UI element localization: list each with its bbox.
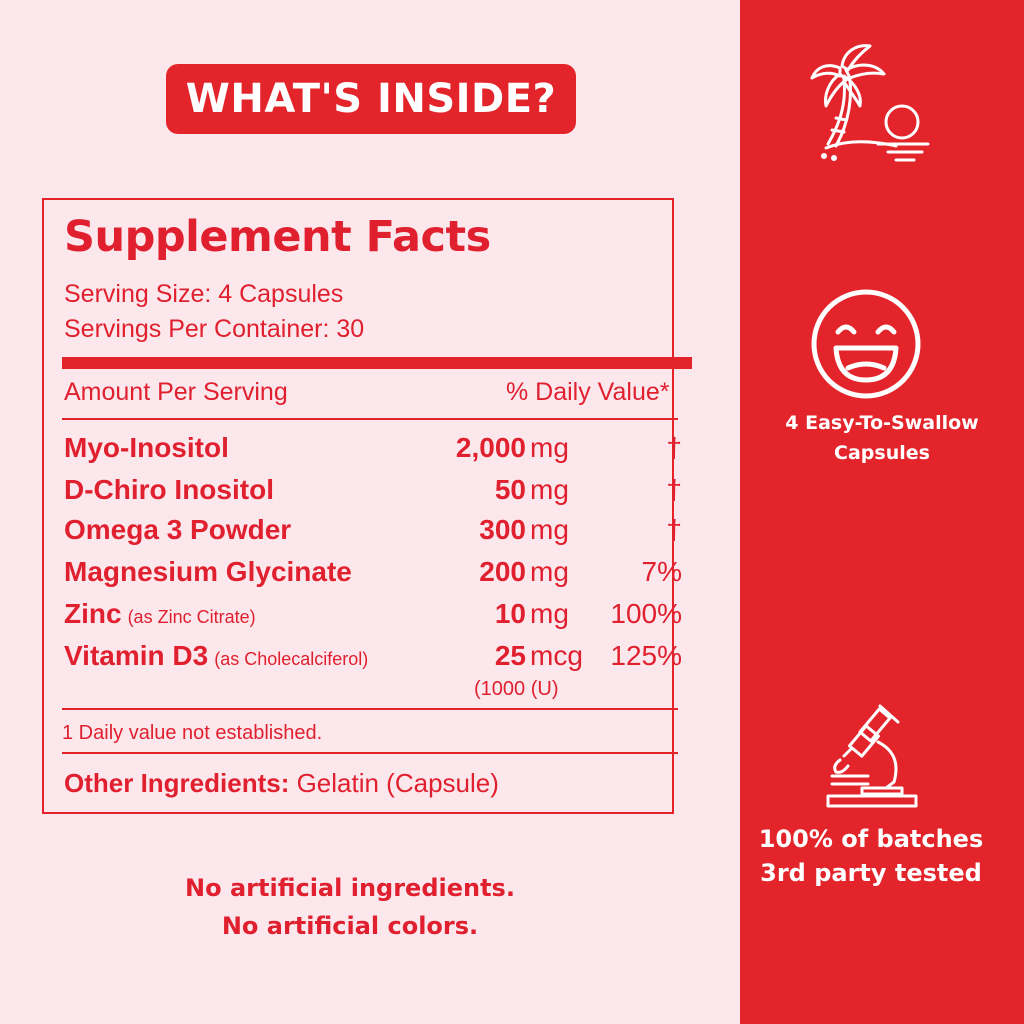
servings-per-container: Servings Per Container: 30 bbox=[64, 315, 365, 343]
ingredient-name-text: D-Chiro Inositol bbox=[64, 474, 274, 505]
ingredient-name-text: Omega 3 Powder bbox=[64, 514, 292, 545]
claim-no-artificial-colors: No artificial colors. bbox=[221, 912, 479, 940]
footnote-divider bbox=[62, 752, 678, 754]
palm-tree-sunset-icon bbox=[810, 44, 930, 162]
ingredient-unit: mg bbox=[530, 556, 569, 587]
ingredient-daily-value: 100% bbox=[610, 598, 682, 629]
ingredient-unit: mg bbox=[530, 598, 569, 629]
ingredient-unit: mg bbox=[530, 432, 569, 463]
table-bottom-divider bbox=[62, 708, 678, 710]
ingredient-name-text: Vitamin D3 bbox=[64, 640, 209, 671]
feature-easy-swallow: 4 Easy-To-Swallow Capsules bbox=[740, 408, 1024, 468]
amount-per-serving-header: Amount Per Serving bbox=[64, 378, 288, 406]
ingredient-row: Zinc (as Zinc Citrate) 10 mg 100% bbox=[64, 598, 684, 638]
feature-easy-swallow-line2: Capsules bbox=[834, 442, 930, 464]
ingredient-source: (as Cholecalciferol) bbox=[214, 649, 369, 669]
feature-third-party-tested: 100% of batches 3rd party tested bbox=[740, 822, 1002, 890]
ingredient-unit: mg bbox=[530, 514, 569, 545]
ingredient-row: D-Chiro Inositol 50 mg † bbox=[64, 474, 684, 514]
feature-easy-swallow-line1: 4 Easy-To-Swallow bbox=[785, 412, 979, 434]
feature-tested-line2: 3rd party tested bbox=[760, 859, 982, 887]
ingredient-name: Zinc (as Zinc Citrate) bbox=[64, 598, 256, 630]
ingredient-name: Myo-Inositol bbox=[64, 432, 229, 464]
ingredient-row: Magnesium Glycinate 200 mg 7% bbox=[64, 556, 684, 596]
ingredient-name: D-Chiro Inositol bbox=[64, 474, 274, 506]
ingredient-daily-value: † bbox=[666, 474, 682, 505]
ingredient-row: Myo-Inositol 2,000 mg † bbox=[64, 432, 684, 472]
supplement-facts-panel bbox=[42, 198, 674, 814]
whats-inside-heading: WHAT'S INSIDE? bbox=[185, 76, 557, 122]
right-panel bbox=[740, 0, 1024, 1024]
ingredient-amount: 300 bbox=[479, 514, 526, 545]
ingredient-source: (as Zinc Citrate) bbox=[127, 607, 256, 627]
ingredient-amount: 50 bbox=[494, 474, 526, 505]
ingredient-row: Omega 3 Powder 300 mg † bbox=[64, 514, 684, 554]
ingredient-iu-note: (1000 (U) bbox=[474, 678, 559, 700]
ingredient-daily-value: † bbox=[666, 514, 682, 545]
claim-no-artificial-ingredients: No artificial ingredients. bbox=[185, 874, 515, 902]
serving-size: Serving Size: 4 Capsules bbox=[64, 280, 344, 308]
ingredient-daily-value: † bbox=[666, 432, 682, 463]
ingredient-name: Magnesium Glycinate bbox=[64, 556, 352, 588]
smiley-face-icon bbox=[811, 289, 921, 399]
ingredient-amount: 2,000 bbox=[455, 432, 526, 463]
feature-tested-line1: 100% of batches bbox=[758, 825, 984, 853]
other-ingredients-value: Gelatin (Capsule) bbox=[289, 768, 499, 798]
ingredient-amount: 25 bbox=[494, 640, 526, 671]
other-ingredients-label: Other Ingredients: bbox=[64, 768, 290, 798]
microscope-icon bbox=[826, 704, 918, 808]
ingredient-name: Omega 3 Powder bbox=[64, 514, 291, 546]
ingredient-unit: mcg bbox=[530, 640, 583, 671]
ingredient-name: Vitamin D3 (as Cholecalciferol) bbox=[64, 640, 368, 672]
thick-divider bbox=[62, 357, 692, 369]
ingredient-daily-value: 125% bbox=[610, 640, 682, 671]
ingredient-name-text: Magnesium Glycinate bbox=[64, 556, 352, 587]
ingredient-daily-value: 7% bbox=[641, 556, 682, 587]
ingredient-amount: 10 bbox=[494, 598, 526, 629]
whats-inside-banner: WHAT'S INSIDE? bbox=[166, 64, 576, 134]
other-ingredients: Other Ingredients: Gelatin (Capsule) bbox=[64, 768, 499, 799]
left-panel bbox=[0, 0, 740, 1024]
ingredient-unit: mg bbox=[530, 474, 569, 505]
footnote: 1 Daily value not established. bbox=[62, 722, 323, 744]
supplement-facts-title: Supplement Facts bbox=[64, 212, 491, 262]
ingredient-name-text: Myo-Inositol bbox=[64, 432, 229, 463]
ingredient-amount: 200 bbox=[479, 556, 526, 587]
ingredient-name-text: Zinc bbox=[64, 598, 122, 629]
header-divider bbox=[62, 418, 678, 420]
ingredient-row: Vitamin D3 (as Cholecalciferol) 25 mcg 125% (… bbox=[64, 640, 684, 700]
daily-value-header: % Daily Value* bbox=[506, 378, 670, 406]
